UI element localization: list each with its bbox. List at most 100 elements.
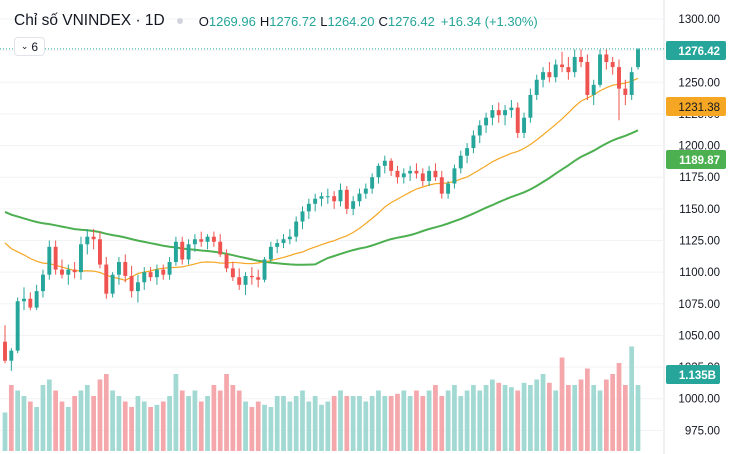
volume-bar [363, 401, 369, 451]
candle-body [471, 135, 476, 149]
candle-body [142, 272, 147, 283]
volume-bar [357, 396, 362, 451]
symbol-title[interactable]: Chỉ số VNINDEX · 1D [14, 12, 165, 29]
price-badges: 1276.42 1231.38 1189.87 1.135B [666, 41, 726, 384]
volume-bar [439, 396, 445, 451]
candle-body [173, 241, 178, 263]
high-value: 1276.72 [269, 13, 317, 29]
candle-body [325, 196, 330, 198]
candle-body [22, 298, 26, 302]
volume-bar [490, 379, 495, 451]
candle-body [123, 262, 128, 276]
volume-bar [338, 390, 343, 451]
volume-bar [293, 396, 299, 451]
y-tick-label: 1075.00 [678, 299, 720, 311]
candle-body [585, 62, 590, 95]
volume-bar [477, 390, 483, 451]
candle-body [275, 243, 280, 247]
candle-body [110, 274, 115, 294]
volume-bar [458, 396, 464, 451]
candle-body [3, 341, 7, 361]
y-tick-label: 1050.00 [678, 330, 720, 342]
candle-body [357, 193, 362, 202]
candle-body [135, 282, 140, 292]
candle-body [281, 239, 286, 244]
volume-bar [179, 390, 185, 451]
candle-body [522, 117, 527, 133]
candle-body [579, 56, 583, 63]
candle-body [572, 56, 577, 73]
volume-bar [553, 390, 559, 451]
volume-badge [666, 365, 720, 384]
candle-body [528, 94, 533, 118]
volume-bar [401, 390, 407, 451]
candle-body [218, 241, 223, 255]
candle-body [389, 160, 394, 171]
y-tick-label: 1125.00 [679, 235, 720, 247]
candle-body [490, 110, 495, 118]
volume-bar [192, 390, 198, 451]
candle-body [97, 239, 102, 265]
volume-bar [262, 404, 267, 451]
candle-body [319, 196, 324, 199]
ma-long-line [4, 129, 639, 266]
candle-body [370, 177, 375, 189]
volume-bar [154, 404, 160, 451]
candle-body [604, 54, 609, 63]
candle-body [154, 269, 159, 278]
volume-bar [211, 385, 217, 451]
volume-bar [502, 385, 508, 451]
candle-body [72, 269, 77, 273]
candle-body [427, 170, 432, 182]
candle-body [534, 79, 539, 95]
volume-bar [597, 390, 603, 451]
volume-bar [8, 385, 14, 451]
y-tick-label: 1300.00 [678, 14, 720, 26]
volume-bar [2, 412, 8, 451]
candle-body [610, 62, 615, 68]
volume-bar [249, 407, 255, 451]
volume-bar [528, 385, 533, 451]
candle-body [28, 298, 33, 308]
volume-bar [15, 390, 21, 451]
y-tick-label: 1100.00 [679, 267, 720, 279]
volume-bar [224, 374, 229, 451]
candle-body [332, 196, 337, 202]
candle-body [395, 170, 400, 178]
volume-bar [217, 390, 223, 451]
ma-short-badge [666, 97, 726, 116]
candle-body [224, 254, 229, 269]
volume-bar [186, 396, 191, 451]
volume-bar [559, 357, 565, 451]
volume-bar [445, 390, 451, 451]
volume-bar [572, 385, 578, 451]
volume-bar [27, 401, 33, 451]
indicators-toggle-button[interactable]: ⌄ 6 [14, 37, 45, 56]
candle-body [560, 64, 565, 68]
volume-bar [287, 401, 293, 451]
high-key: H [259, 13, 270, 29]
volume-bar [547, 382, 552, 451]
volume-bar [40, 385, 46, 451]
candle-body [446, 183, 451, 194]
candle-body [351, 201, 356, 209]
low-key: L [320, 13, 328, 29]
candlesticks [3, 48, 640, 371]
volume-bar [515, 390, 521, 451]
candle-body [104, 264, 109, 294]
volume-bar [426, 390, 432, 451]
volume-bar [53, 390, 59, 451]
candle-body [47, 246, 52, 275]
change-value: +16.34 (+1.30%) [440, 13, 538, 29]
volume-bar [395, 393, 400, 451]
candle-body [60, 269, 64, 275]
volume-bar [534, 379, 540, 451]
candle-body [515, 107, 520, 133]
candle-body [300, 211, 305, 222]
open-value: 1269.96 [208, 13, 256, 29]
candle-body [180, 241, 185, 260]
volume-bar [407, 396, 413, 451]
volume-bar [521, 382, 527, 451]
